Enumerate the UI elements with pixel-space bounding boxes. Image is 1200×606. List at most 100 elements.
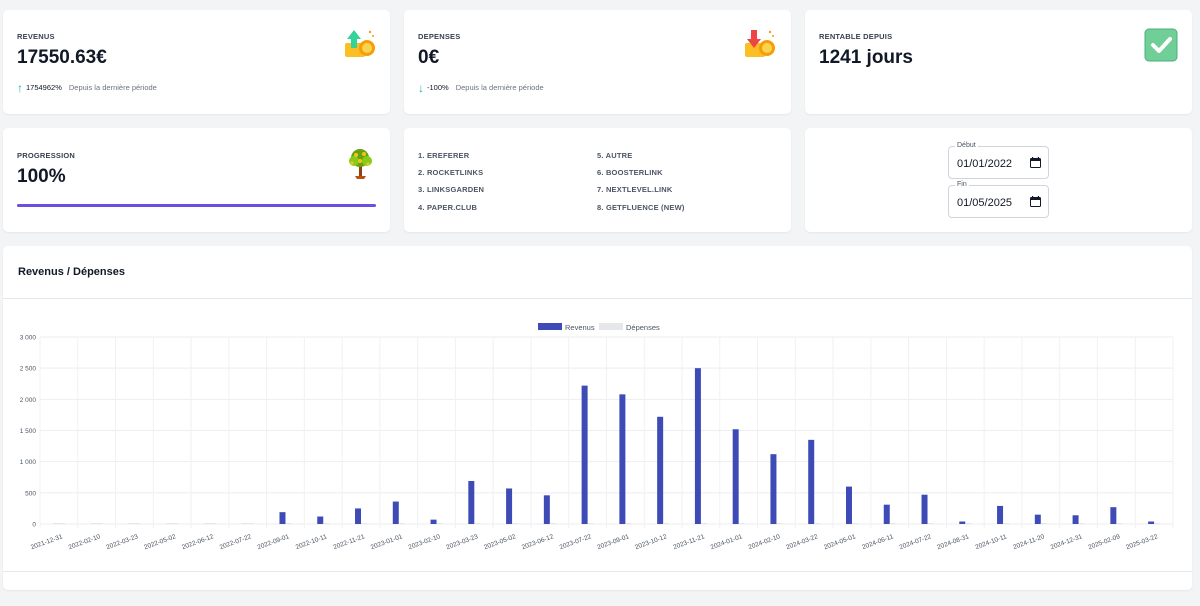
bar-revenus[interactable] (392, 501, 399, 524)
x-tick-label: 2021-12-31 (30, 533, 64, 551)
bar-revenus[interactable] (808, 439, 815, 524)
bar-depenses[interactable] (814, 523, 821, 524)
bar-depenses[interactable] (1154, 523, 1161, 524)
bar-revenus[interactable] (543, 495, 550, 524)
bar-revenus[interactable] (203, 523, 210, 524)
divider (3, 298, 1192, 299)
bar-depenses[interactable] (700, 523, 707, 524)
x-tick-label: 2022-10-11 (295, 533, 329, 551)
bar-revenus[interactable] (694, 368, 701, 524)
y-tick-label: 0 (32, 522, 36, 529)
source-item: 6. BOOSTERLINK (597, 168, 663, 177)
bar-depenses[interactable] (474, 523, 481, 524)
end-date-input[interactable]: Fin 01/05/2025 (948, 181, 1049, 218)
bar-revenus[interactable] (732, 429, 739, 524)
bar-depenses[interactable] (927, 523, 934, 524)
bar-depenses[interactable] (1116, 523, 1123, 524)
x-tick-label: 2024-10-11 (975, 533, 1009, 551)
bar-depenses[interactable] (738, 523, 745, 524)
bar-revenus[interactable] (1148, 521, 1155, 524)
bar-revenus[interactable] (997, 505, 1004, 524)
bar-revenus[interactable] (430, 519, 437, 524)
bar-revenus[interactable] (52, 523, 59, 524)
x-tick-label: 2022-02-10 (68, 533, 102, 551)
bar-revenus[interactable] (166, 523, 173, 524)
bar-revenus[interactable] (845, 486, 852, 524)
bar-depenses[interactable] (512, 523, 519, 524)
x-tick-label: 2023-02-10 (408, 533, 442, 551)
bar-depenses[interactable] (209, 523, 216, 524)
bar-depenses[interactable] (549, 523, 556, 524)
bar-depenses[interactable] (776, 523, 783, 524)
y-tick-label: 500 (25, 490, 36, 497)
bar-revenus[interactable] (1072, 515, 1079, 524)
bar-depenses[interactable] (323, 523, 330, 524)
bar-depenses[interactable] (1040, 523, 1047, 524)
x-tick-label: 2025-03-22 (1125, 533, 1159, 551)
revenus-label: REVENUS (17, 32, 55, 41)
source-item: 4. PAPER.CLUB (418, 203, 478, 212)
money-down-icon (742, 26, 778, 62)
bar-depenses[interactable] (96, 523, 103, 524)
source-item: 3. LINKSGARDEN (418, 185, 485, 194)
bar-depenses[interactable] (172, 523, 179, 524)
bar-revenus[interactable] (581, 385, 588, 524)
bar-depenses[interactable] (361, 523, 368, 524)
chart-legend[interactable]: Revenus Dépenses (538, 323, 660, 332)
bar-revenus[interactable] (883, 504, 890, 524)
bar-chart: Revenus Dépenses 0 500 1 000 1 500 2 000 2 50… (20, 323, 1174, 551)
bar-depenses[interactable] (398, 523, 405, 524)
calendar-icon[interactable] (1030, 196, 1041, 207)
bar-depenses[interactable] (285, 523, 292, 524)
bar-revenus[interactable] (90, 523, 97, 524)
depenses-change-note: Depuis la dernière période (455, 83, 544, 92)
bar-revenus[interactable] (317, 516, 324, 524)
bar-depenses[interactable] (587, 523, 594, 524)
bar-depenses[interactable] (625, 523, 632, 524)
bar-revenus[interactable] (959, 521, 966, 524)
bar-depenses[interactable] (1003, 523, 1010, 524)
money-tree-icon (343, 144, 379, 180)
bar-revenus[interactable] (770, 454, 777, 524)
bar-depenses[interactable] (663, 523, 670, 524)
bar-revenus[interactable] (279, 512, 286, 524)
divider (3, 571, 1192, 572)
bar-revenus[interactable] (619, 394, 626, 524)
chart-grid (39, 336, 1174, 528)
progression-value: 100% (17, 166, 66, 187)
end-date-value: 01/05/2025 (957, 197, 1013, 209)
depenses-change: ↓ -100% Depuis la dernière période (418, 82, 544, 94)
legend-swatch-depenses (599, 323, 623, 330)
y-tick-label: 1 500 (20, 428, 37, 435)
bar-depenses[interactable] (851, 523, 858, 524)
bar-revenus[interactable] (1110, 507, 1117, 524)
legend-label-revenus: Revenus (565, 323, 595, 332)
x-tick-label: 2022-07-22 (219, 533, 253, 551)
x-tick-label: 2024-05-01 (823, 533, 857, 551)
bar-revenus[interactable] (921, 494, 928, 524)
x-tick-label: 2024-02-10 (747, 533, 781, 551)
bar-depenses[interactable] (58, 523, 65, 524)
x-tick-label: 2023-09-01 (596, 533, 630, 551)
x-tick-label: 2022-11-21 (333, 533, 367, 551)
start-date-input[interactable]: Début 01/01/2022 (948, 142, 1049, 179)
bar-revenus[interactable] (657, 416, 664, 524)
bar-revenus[interactable] (355, 508, 362, 524)
bar-revenus[interactable] (128, 523, 135, 524)
bar-depenses[interactable] (965, 523, 972, 524)
legend-label-depenses: Dépenses (626, 323, 660, 332)
bar-revenus[interactable] (241, 523, 248, 524)
bar-revenus[interactable] (1034, 514, 1041, 524)
calendar-icon[interactable] (1030, 157, 1041, 168)
rentable-label: RENTABLE DEPUIS (819, 32, 893, 41)
bar-depenses[interactable] (1078, 523, 1085, 524)
bar-revenus[interactable] (468, 480, 475, 524)
bar-depenses[interactable] (247, 523, 254, 524)
bar-revenus[interactable] (506, 488, 513, 524)
x-tick-label: 2024-03-22 (785, 533, 819, 551)
bar-depenses[interactable] (889, 523, 896, 524)
bar-depenses[interactable] (436, 523, 443, 524)
x-tick-label: 2022-03-23 (105, 533, 139, 551)
bar-depenses[interactable] (134, 523, 141, 524)
source-item: 8. GETFLUENCE (NEW) (597, 203, 685, 212)
